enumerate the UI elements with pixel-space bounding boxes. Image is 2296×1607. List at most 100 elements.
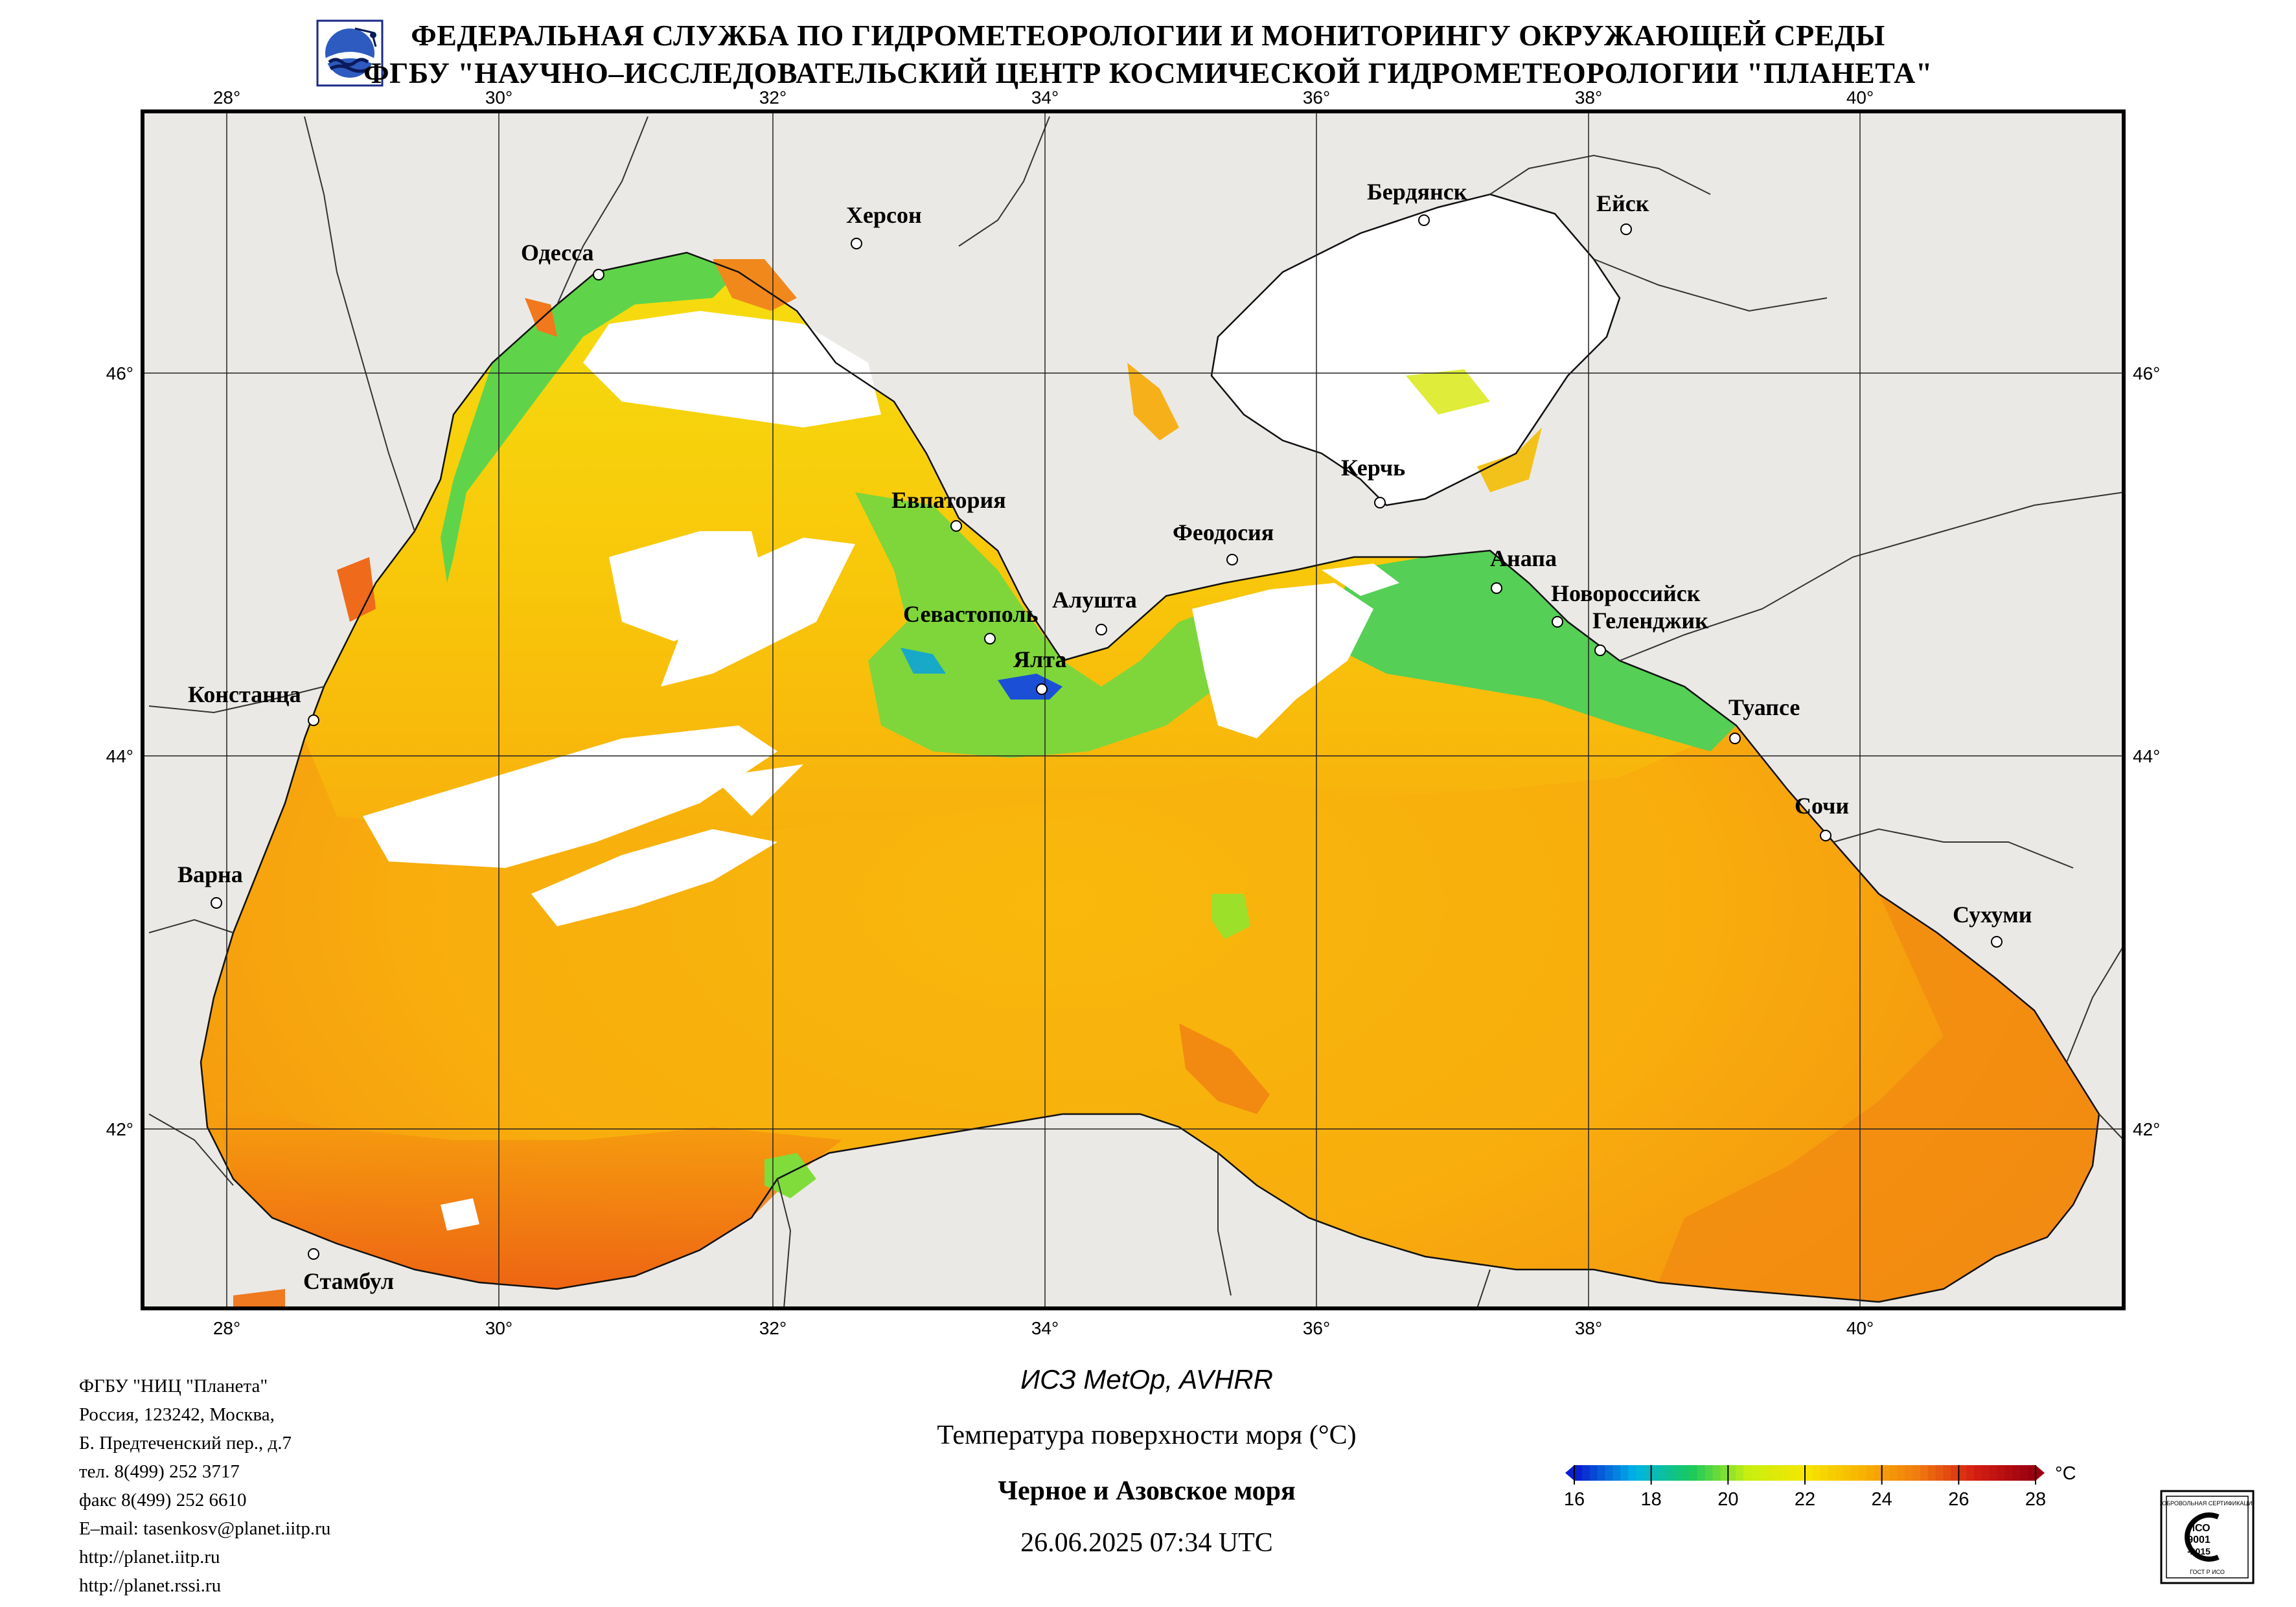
danube-delta-warm <box>337 557 376 622</box>
colorbar-segment <box>1712 1465 1721 1481</box>
satellite-caption: ИСЗ MetOp, AVHRR <box>1020 1364 1273 1395</box>
colorbar-segment <box>1782 1465 1791 1481</box>
colorbar-segment <box>1874 1465 1883 1481</box>
lon-label: 38° <box>1575 1318 1602 1338</box>
city-gelendzhik: Геленджик <box>1592 608 1708 633</box>
header-center: ФГБУ "НАУЧНО–ИССЛЕДОВАТЕЛЬСКИЙ ЦЕНТР КОС… <box>363 56 1933 89</box>
org-line: факс 8(499) 252 6610 <box>79 1490 247 1510</box>
city-alushta: Алушта <box>1052 587 1137 613</box>
iso-badge-line3: -2015 <box>2187 1546 2210 1556</box>
city-dot <box>851 238 862 249</box>
colorbar-unit: °C <box>2055 1463 2076 1484</box>
lon-labels-top: 28° 30° 32° 34° 36° 38° 40° <box>213 87 1874 108</box>
colorbar-segment <box>1797 1465 1806 1481</box>
city-dot <box>1036 683 1048 695</box>
city-dot <box>211 897 222 909</box>
lat-label: 46° <box>106 363 133 383</box>
colorbar-segment <box>1589 1465 1598 1481</box>
lon-labels-bottom: 28° 30° 32° 34° 36° 38° 40° <box>213 1318 1874 1338</box>
city-dot <box>1820 830 1831 841</box>
crimea-cool-water <box>855 492 1270 758</box>
sakarya-green-patch <box>764 1153 816 1198</box>
colorbar-tick-label: 28 <box>2025 1489 2046 1510</box>
city-varna: Варна <box>178 861 243 887</box>
colorbar-segment <box>1859 1465 1867 1481</box>
colorbar: 16 18 20 22 24 26 28 °C <box>1564 1463 2076 1510</box>
colorbar-segment <box>1659 1465 1668 1481</box>
city-dot <box>1374 497 1386 508</box>
colorbar-segment <box>1597 1465 1606 1481</box>
sevastopol-cold-spot <box>901 648 946 674</box>
city-odessa: Одесса <box>521 240 594 266</box>
lon-label: 34° <box>1031 1318 1059 1338</box>
city-tuapse: Туапсе <box>1728 694 1800 720</box>
colorbar-segment <box>1728 1465 1737 1481</box>
colorbar-segment <box>1866 1465 1875 1481</box>
dniester-liman <box>525 298 557 337</box>
colorbar-segment <box>1974 1465 1982 1481</box>
colorbar-segment <box>1905 1465 1914 1481</box>
colorbar-segments <box>1574 1465 2036 1481</box>
colorbar-segment <box>1897 1465 1906 1481</box>
lon-label: 40° <box>1846 1318 1874 1338</box>
colorbar-segment <box>1605 1465 1614 1481</box>
org-line: ФГБУ "НИЦ "Планета" <box>79 1376 268 1396</box>
coastline <box>200 251 2100 1303</box>
city-dot <box>308 714 319 726</box>
colorbar-segment <box>2012 1465 2021 1481</box>
colorbar-tick-label: 18 <box>1641 1489 1662 1510</box>
colorbar-tick-label: 16 <box>1564 1489 1585 1510</box>
colorbar-segment <box>1666 1465 1675 1481</box>
datetime-caption: 26.06.2025 07:34 UTC <box>1020 1528 1273 1558</box>
colorbar-segment <box>1743 1465 1752 1481</box>
city-dot <box>308 1248 319 1260</box>
colorbar-segment <box>1966 1465 1975 1481</box>
colorbar-segment <box>1943 1465 1952 1481</box>
colorbar-segment <box>1651 1465 1660 1481</box>
country-borders <box>148 116 2124 1308</box>
colorbar-ticks: 16 18 20 22 24 26 28 <box>1564 1465 2046 1510</box>
lon-label: 30° <box>485 1318 512 1338</box>
colorbar-tick-label: 24 <box>1872 1489 1892 1510</box>
org-line: http://planet.iitp.ru <box>79 1547 220 1567</box>
lon-label: 28° <box>213 1318 240 1338</box>
lon-label: 32° <box>759 1318 786 1338</box>
lat-label: 44° <box>2133 746 2160 766</box>
graticule <box>143 111 2124 1308</box>
colorbar-segment <box>1720 1465 1729 1481</box>
colorbar-segment <box>1920 1465 1929 1481</box>
colorbar-segment <box>1620 1465 1629 1481</box>
azov-coastline <box>1210 193 1621 507</box>
odessa-cool-water <box>441 253 739 583</box>
colorbar-segment <box>1635 1465 1644 1481</box>
lon-label: 38° <box>1575 87 1602 108</box>
colorbar-segment <box>1935 1465 1944 1481</box>
organization-info: ФГБУ "НИЦ "Планета" Россия, 123242, Моск… <box>79 1372 330 1600</box>
colorbar-segment <box>1881 1465 1890 1481</box>
lat-label: 42° <box>2133 1119 2160 1139</box>
city-kerch: Керчь <box>1341 455 1405 481</box>
colorbar-segment <box>1613 1465 1622 1481</box>
lon-label: 36° <box>1303 87 1330 108</box>
central-warm-eddy <box>1179 1023 1270 1114</box>
lon-label: 30° <box>485 87 512 108</box>
colorbar-segment <box>1828 1465 1837 1481</box>
colorbar-segment <box>2004 1465 2014 1481</box>
city-dot <box>1991 936 2003 948</box>
colorbar-segment <box>1981 1465 1990 1481</box>
city-novorossiysk: Новороссийск <box>1551 580 1701 606</box>
org-line: Россия, 123242, Москва, <box>79 1404 275 1425</box>
city-berdyansk: Бердянск <box>1367 179 1467 205</box>
city-yevpatoria: Евпатория <box>891 487 1006 513</box>
kerch-cool-water <box>1335 551 1736 751</box>
colorbar-segment <box>1574 1465 1583 1481</box>
city-anapa: Анапа <box>1490 545 1557 571</box>
colorbar-segment <box>1851 1465 1860 1481</box>
colorbar-segment <box>1927 1465 1936 1481</box>
colorbar-tick-label: 26 <box>1948 1489 1969 1510</box>
lon-label: 36° <box>1303 1318 1330 1338</box>
city-istanbul: Стамбул <box>303 1268 394 1294</box>
southern-warm-band <box>214 1101 842 1289</box>
cloud-mask <box>363 194 1620 1231</box>
org-line: http://planet.rssi.ru <box>79 1575 222 1596</box>
